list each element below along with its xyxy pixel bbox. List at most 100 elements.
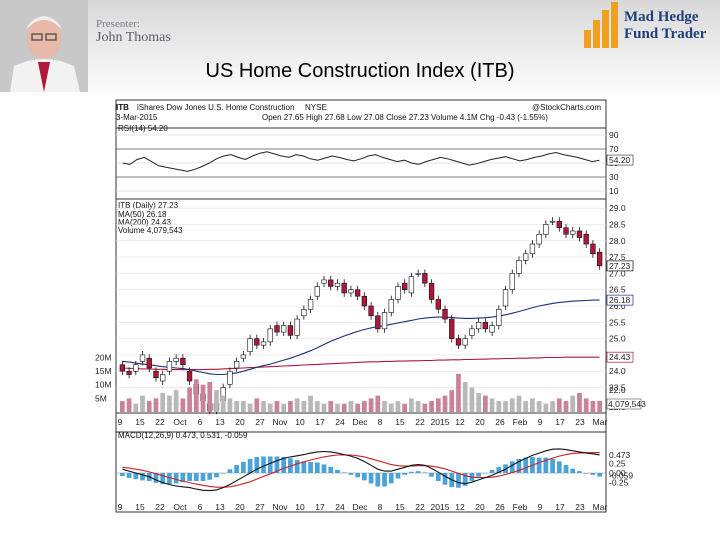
x-tick-label-top: Feb <box>513 417 528 427</box>
volume-bar <box>597 400 602 412</box>
volume-bar <box>429 401 434 412</box>
ma200-last-label: 24.43 <box>609 352 631 362</box>
x-tick-label-bottom: 12 <box>455 502 465 512</box>
macd-histogram-bar <box>556 461 562 473</box>
ma50-legend: MA(50) 26.18 <box>118 210 167 219</box>
candle-body <box>408 276 415 294</box>
chart-exchange: NYSE <box>305 103 327 112</box>
macd-histogram-bar <box>254 457 260 473</box>
macd-tick-label: -0.25 <box>609 478 629 488</box>
x-tick-label-bottom: 22 <box>155 502 165 512</box>
rsi-current-box <box>606 154 634 166</box>
macd-histogram-bar <box>153 473 159 483</box>
candle-body <box>422 273 428 284</box>
macd-panel <box>116 448 606 492</box>
candle-body <box>455 338 462 346</box>
x-tick-label-top: 10 <box>295 417 305 427</box>
x-tick-label-bottom: 26 <box>495 502 505 512</box>
volume-bar <box>173 390 179 412</box>
x-tick-label-bottom: 22 <box>415 502 425 512</box>
volume-bar <box>301 401 307 412</box>
x-tick-label-bottom: 27 <box>255 502 265 512</box>
candle-body <box>596 251 603 267</box>
volume-bar <box>523 401 529 412</box>
macd-histogram-bar <box>368 473 374 484</box>
volume-bar <box>220 395 226 412</box>
x-tick-label-bottom: 15 <box>395 502 405 512</box>
macd-histogram-bar <box>247 458 253 473</box>
volume-bar <box>402 403 408 412</box>
volume-legend: Volume 4,079,543 <box>118 226 183 235</box>
macd-histogram-bar <box>355 473 360 478</box>
macd-histogram-bar <box>563 465 569 473</box>
candle-body <box>348 289 354 294</box>
volume-bar <box>146 401 152 412</box>
macd-signal-line <box>122 452 600 488</box>
volume-bar <box>207 382 213 412</box>
candle-body <box>294 318 300 336</box>
presenter-photo <box>0 0 88 92</box>
volume-tick-label: 15M <box>95 366 112 376</box>
macd-histogram-bar <box>193 473 199 481</box>
volume-bar <box>167 395 172 412</box>
logo-text-line1: Mad Hedge <box>624 9 699 25</box>
candle-body <box>160 374 166 382</box>
macd-histogram-bar <box>597 473 602 477</box>
macd-label: MACD(12,26,9) 0.473, 0.531, -0.059 <box>118 431 248 440</box>
volume-bar <box>227 398 233 412</box>
volume-bar <box>469 387 475 412</box>
macd-histogram-bar <box>281 457 287 473</box>
candle-body <box>139 354 146 362</box>
candle-body <box>496 308 502 326</box>
macd-histogram-bar <box>294 460 300 473</box>
rsi-line <box>122 151 600 172</box>
macd-histogram-bar <box>489 469 495 473</box>
volume-bar <box>314 401 320 412</box>
macd-histogram-bar <box>415 471 421 473</box>
logo-bars-icon <box>584 2 618 48</box>
candle-body <box>462 338 468 346</box>
candle-body <box>361 295 368 307</box>
volume-bar <box>442 395 448 412</box>
candle-body <box>126 370 132 375</box>
volume-bar <box>362 401 367 412</box>
macd-histogram-bar <box>382 473 387 487</box>
volume-bar <box>570 395 576 412</box>
macd-histogram-bar <box>375 473 381 487</box>
x-tick-label-top: 27 <box>255 417 265 427</box>
volume-bar <box>160 392 166 412</box>
x-tick-label-bottom: Oct <box>173 502 187 512</box>
candle-body <box>368 305 374 317</box>
volume-bar <box>321 403 327 412</box>
candle-body <box>328 279 334 287</box>
volume-bar <box>476 392 481 412</box>
volume-bar <box>530 398 535 412</box>
candle-body <box>583 233 589 245</box>
macd-histogram-bar <box>180 473 186 483</box>
macd-histogram-bar <box>267 456 273 473</box>
volume-bar <box>577 392 582 412</box>
volume-bar <box>355 403 360 412</box>
macd-tick-label: 0.25 <box>609 458 626 468</box>
ma200-line <box>122 356 600 371</box>
macd-histogram-bar <box>220 473 226 474</box>
price-last-close-label: 27.23 <box>609 261 631 271</box>
volume-bar <box>126 398 132 412</box>
macd-histogram-bar <box>120 473 125 477</box>
chart-source: @StockCharts.com <box>532 103 601 112</box>
candle-body <box>556 220 562 229</box>
volume-bar <box>193 379 199 412</box>
macd-histogram-bar <box>314 462 320 473</box>
volume-bar <box>375 395 381 412</box>
x-tick-label-bottom: 20 <box>475 502 485 512</box>
macd-tick-label: -0.059 <box>609 470 633 480</box>
volume-bar <box>120 401 125 412</box>
candle-body <box>166 361 173 372</box>
volume-bar <box>234 401 239 412</box>
candle-body <box>173 357 179 362</box>
volume-bar <box>308 395 313 412</box>
candle-body <box>334 282 341 287</box>
candle-body <box>119 364 126 372</box>
logo-text-line2: Fund Trader <box>624 26 707 42</box>
price-tick-label: 23.5 <box>609 383 626 393</box>
